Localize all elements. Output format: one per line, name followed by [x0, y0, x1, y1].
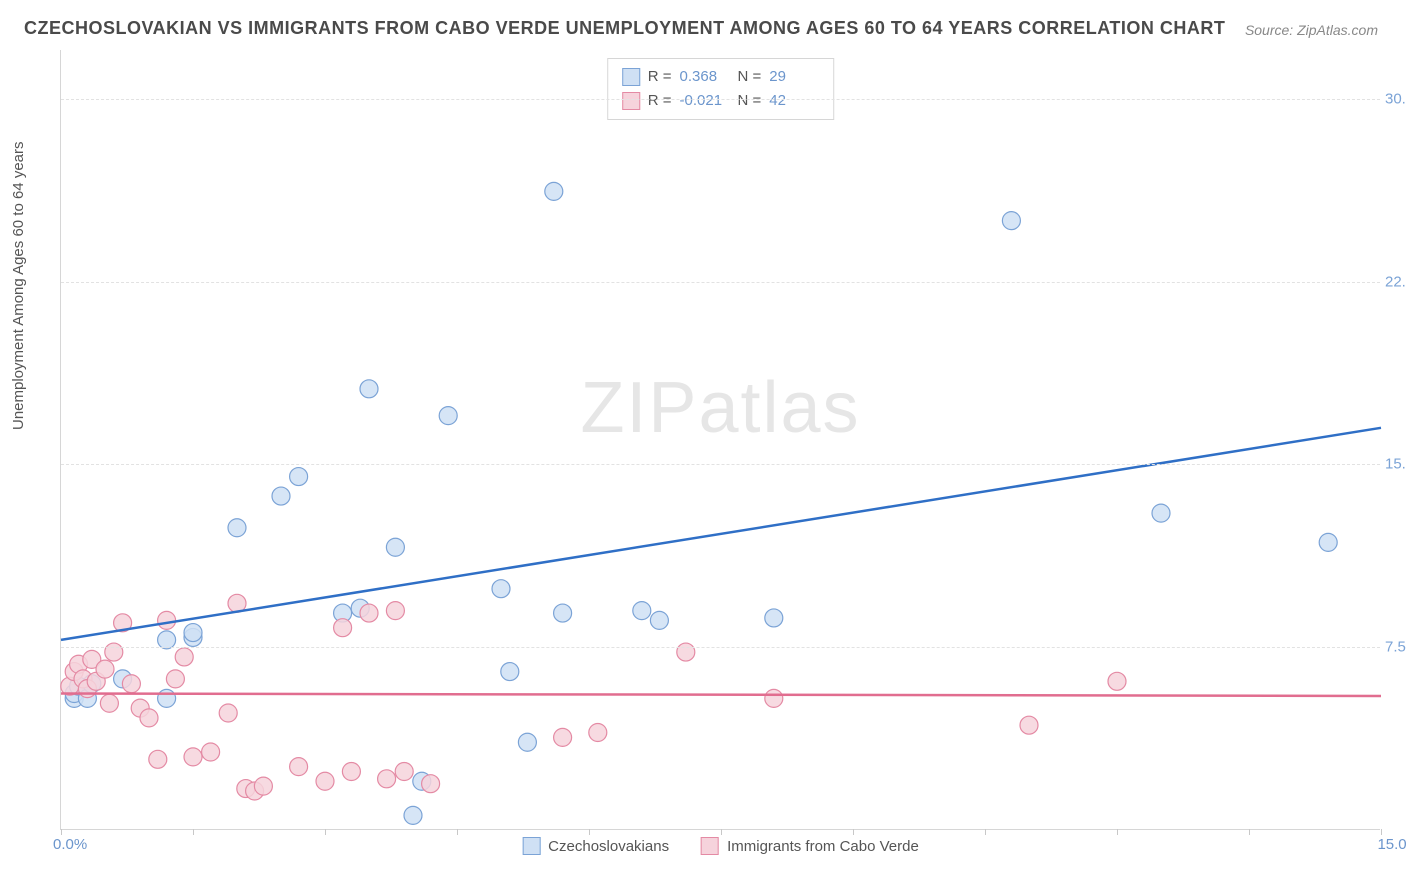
data-point — [633, 602, 651, 620]
chart-title: CZECHOSLOVAKIAN VS IMMIGRANTS FROM CABO … — [24, 18, 1225, 39]
gridline — [61, 464, 1380, 465]
data-point — [334, 619, 352, 637]
x-axis-max-label: 15.0% — [1377, 836, 1406, 853]
data-point — [404, 806, 422, 824]
series-legend: Czechoslovakians Immigrants from Cabo Ve… — [522, 837, 919, 855]
x-tick — [853, 829, 854, 835]
data-point — [765, 609, 783, 627]
legend-swatch-1 — [522, 837, 540, 855]
data-point — [765, 689, 783, 707]
source-label: Source: — [1245, 22, 1293, 38]
data-point — [589, 724, 607, 742]
data-point — [100, 694, 118, 712]
x-tick — [61, 829, 62, 835]
gridline — [61, 282, 1380, 283]
x-tick — [1117, 829, 1118, 835]
x-tick — [193, 829, 194, 835]
data-point — [439, 407, 457, 425]
x-tick — [589, 829, 590, 835]
data-point — [422, 775, 440, 793]
data-point — [184, 748, 202, 766]
data-point — [650, 611, 668, 629]
gridline — [61, 99, 1380, 100]
y-tick-label: 7.5% — [1385, 639, 1406, 656]
data-point — [219, 704, 237, 722]
data-point — [158, 611, 176, 629]
legend-item-2: Immigrants from Cabo Verde — [701, 837, 919, 855]
legend-label-1: Czechoslovakians — [548, 838, 669, 855]
data-point — [1152, 504, 1170, 522]
trend-line — [61, 694, 1381, 696]
data-point — [677, 643, 695, 661]
data-point — [554, 604, 572, 622]
legend-swatch-2 — [701, 837, 719, 855]
data-point — [96, 660, 114, 678]
data-point — [254, 777, 272, 795]
data-point — [492, 580, 510, 598]
data-point — [228, 519, 246, 537]
y-tick-label: 30.0% — [1385, 90, 1406, 107]
data-point — [360, 380, 378, 398]
data-point — [386, 602, 404, 620]
data-point — [386, 538, 404, 556]
data-point — [1002, 212, 1020, 230]
data-point — [158, 631, 176, 649]
source-attribution: Source: ZipAtlas.com — [1245, 22, 1378, 38]
data-point — [166, 670, 184, 688]
data-point — [140, 709, 158, 727]
data-point — [342, 763, 360, 781]
data-point — [290, 468, 308, 486]
data-point — [175, 648, 193, 666]
x-tick — [985, 829, 986, 835]
chart-svg — [61, 50, 1380, 829]
data-point — [554, 728, 572, 746]
x-tick — [457, 829, 458, 835]
legend-item-1: Czechoslovakians — [522, 837, 669, 855]
x-tick — [1249, 829, 1250, 835]
x-tick — [1381, 829, 1382, 835]
x-tick — [325, 829, 326, 835]
data-point — [122, 675, 140, 693]
data-point — [1020, 716, 1038, 734]
data-point — [395, 763, 413, 781]
source-value: ZipAtlas.com — [1297, 22, 1378, 38]
data-point — [158, 689, 176, 707]
data-point — [518, 733, 536, 751]
x-axis-min-label: 0.0% — [53, 836, 87, 853]
data-point — [105, 643, 123, 661]
data-point — [202, 743, 220, 761]
data-point — [545, 182, 563, 200]
data-point — [290, 758, 308, 776]
data-point — [272, 487, 290, 505]
data-point — [149, 750, 167, 768]
y-axis-label: Unemployment Among Ages 60 to 64 years — [10, 141, 27, 430]
data-point — [1108, 672, 1126, 690]
data-point — [360, 604, 378, 622]
data-point — [501, 663, 519, 681]
trend-line — [61, 428, 1381, 640]
gridline — [61, 647, 1380, 648]
data-point — [184, 624, 202, 642]
plot-area: ZIPatlas R = 0.368 N = 29 R = -0.021 N =… — [60, 50, 1380, 830]
x-tick — [721, 829, 722, 835]
y-tick-label: 22.5% — [1385, 273, 1406, 290]
legend-label-2: Immigrants from Cabo Verde — [727, 838, 919, 855]
y-tick-label: 15.0% — [1385, 456, 1406, 473]
data-point — [1319, 533, 1337, 551]
data-point — [316, 772, 334, 790]
data-point — [378, 770, 396, 788]
